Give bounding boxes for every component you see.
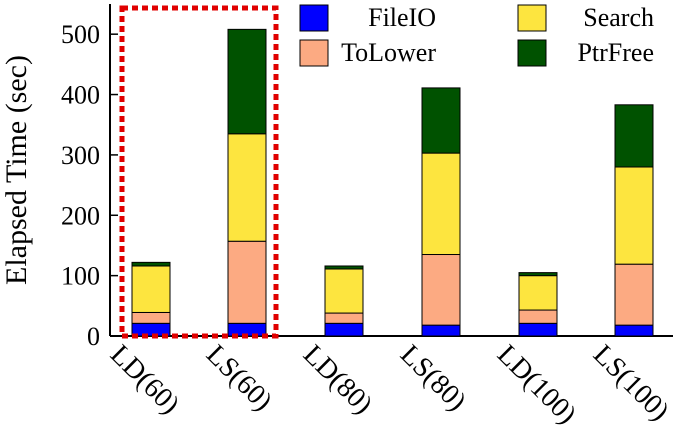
bar-segment-search-ld100 <box>518 275 558 311</box>
legend-label-fileio: FileIO <box>368 3 436 32</box>
bar-segment-ptrfree-ld60 <box>131 261 171 267</box>
bar-segment-search-ld80 <box>324 268 364 314</box>
x-category-label: LS(60) <box>200 339 278 417</box>
bar-segment-fileio-ls100 <box>614 324 654 337</box>
legend-swatch-fileio <box>299 4 329 32</box>
y-tick-label: 200 <box>61 201 100 230</box>
bar-segment-ptrfree-ls100 <box>614 104 654 168</box>
y-tick-label: 400 <box>61 81 100 110</box>
x-category-label: LS(80) <box>394 339 472 417</box>
bar-segment-ptrfree-ls60 <box>227 28 267 135</box>
y-tick-label: 300 <box>61 141 100 170</box>
bar-segment-search-ld60 <box>131 265 171 313</box>
bar-segment-tolower-ls80 <box>421 254 461 326</box>
bar-segment-search-ls60 <box>227 133 267 242</box>
bar-segment-tolower-ls60 <box>227 240 267 324</box>
bar-segment-fileio-ld80 <box>324 322 364 337</box>
bar-segment-tolower-ld60 <box>131 311 171 324</box>
legend-swatch-tolower <box>299 39 329 67</box>
bar-segment-tolower-ld80 <box>324 312 364 324</box>
legend-label-ptrfree: PtrFree <box>577 38 654 67</box>
highlight-dashed-box <box>119 5 279 339</box>
bar-segment-ptrfree-ls80 <box>421 87 461 154</box>
bar-segment-tolower-ld100 <box>518 309 558 324</box>
x-category-label: LD(80) <box>297 339 378 420</box>
legend-label-tolower: ToLower <box>341 38 436 67</box>
x-category-label: LS(100) <box>587 339 675 427</box>
y-tick-label: 100 <box>61 262 100 291</box>
legend-swatch-ptrfree <box>517 39 547 67</box>
bar-segment-search-ls80 <box>421 152 461 256</box>
x-category-label: LD(100) <box>491 339 582 430</box>
x-category-label: LD(60) <box>104 339 185 420</box>
legend-label-search: Search <box>583 3 654 32</box>
y-axis-title: Elapsed Time (sec) <box>0 55 33 285</box>
bar-segment-fileio-ls80 <box>421 324 461 337</box>
bar-segment-ptrfree-ld100 <box>518 272 558 277</box>
bar-segment-tolower-ls100 <box>614 263 654 326</box>
legend-swatch-search <box>517 4 547 32</box>
bar-segment-search-ls100 <box>614 166 654 265</box>
y-tick-label: 500 <box>61 20 100 49</box>
y-tick-label: 0 <box>87 322 100 351</box>
bar-segment-fileio-ld100 <box>518 322 558 337</box>
bar-segment-ptrfree-ld80 <box>324 265 364 270</box>
